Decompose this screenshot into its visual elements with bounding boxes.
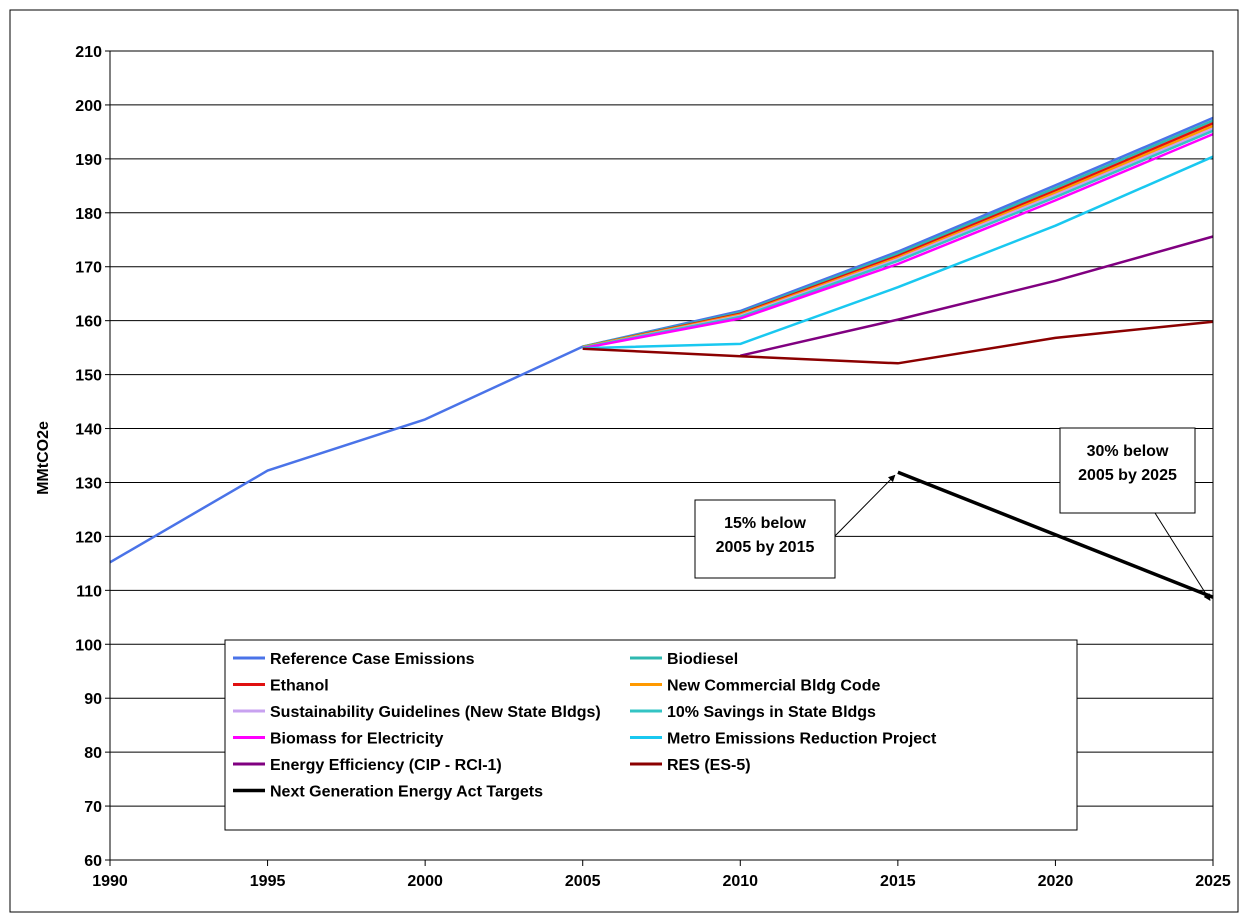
x-tick-label: 1995: [250, 873, 286, 890]
legend-item: Energy Efficiency (CIP - RCI-1): [233, 757, 502, 774]
y-tick-label: 180: [75, 206, 102, 223]
y-tick-label: 210: [75, 44, 102, 61]
plot-series: [109, 116, 1214, 599]
legend-label: Metro Emissions Reduction Project: [667, 731, 937, 748]
y-axis-title: MMtCO2e: [35, 421, 52, 495]
legend-label: RES (ES-5): [667, 757, 751, 774]
y-tick-label: 130: [75, 475, 102, 492]
legend-item: 10% Savings in State Bldgs: [630, 704, 876, 721]
series-line-res-es-5: [582, 320, 1214, 365]
y-tick-label: 120: [75, 529, 102, 546]
annotations: 15% below 2005 by 2015 30% below 2005 by 20…: [694, 427, 1211, 601]
y-tick-label: 160: [75, 314, 102, 331]
annotation-box: [694, 499, 836, 579]
legend-item: Ethanol: [233, 678, 329, 695]
series-line-metro-emissions-reduction-project: [582, 155, 1214, 350]
series-line-energy-efficiency-cip-rci-1: [740, 235, 1214, 357]
legend-item: Biodiesel: [630, 651, 738, 668]
legend-item: Next Generation Energy Act Targets: [233, 784, 543, 801]
legend-label: Next Generation Energy Act Targets: [270, 784, 543, 801]
x-tick-label: 2010: [722, 873, 758, 890]
legend-label: Reference Case Emissions: [270, 651, 475, 668]
y-tick-label: 200: [75, 98, 102, 115]
annotation-text: 2005 by 2025: [1078, 467, 1177, 484]
legend-label: New Commercial Bldg Code: [667, 678, 880, 695]
legend-label: Biomass for Electricity: [270, 731, 444, 748]
legend: Reference Case Emissions Biodiesel Ethanol…: [224, 639, 1078, 831]
annotation-arrow: [1154, 512, 1211, 601]
legend-frame: [224, 639, 1078, 831]
y-tick-label: 100: [75, 637, 102, 654]
annotation-box: [1059, 427, 1196, 514]
legend-box: Reference Case Emissions Biodiesel Ethanol…: [224, 639, 1078, 831]
y-tick-label: 80: [84, 745, 102, 762]
legend-label: 10% Savings in State Bldgs: [667, 704, 876, 721]
x-tick-label: 2025: [1195, 873, 1231, 890]
annotation-text: 30% below: [1087, 443, 1169, 460]
y-tick-label: 60: [84, 853, 102, 870]
y-tick-label: 170: [75, 260, 102, 277]
y-tick-label: 110: [76, 583, 102, 600]
legend-label: Ethanol: [270, 678, 329, 695]
legend-item: Sustainability Guidelines (New State Bld…: [233, 704, 601, 721]
legend-item: Reference Case Emissions: [233, 651, 475, 668]
y-tick-label: 150: [75, 368, 102, 385]
x-tick-label: 2015: [880, 873, 916, 890]
x-tick-label: 1990: [92, 873, 128, 890]
y-tick-label: 90: [84, 691, 102, 708]
axes: 60 70 80 90 100 110 120 130 140 150 160 170 180 190 20…: [75, 44, 1231, 890]
legend-label: Sustainability Guidelines (New State Bld…: [270, 704, 601, 721]
legend-item: New Commercial Bldg Code: [630, 678, 880, 695]
series-line-next-generation-energy-act-targets: [897, 470, 1214, 599]
annotation-callout: 15% below 2005 by 2015: [694, 474, 896, 579]
legend-label: Energy Efficiency (CIP - RCI-1): [270, 757, 502, 774]
annotation-arrow: [834, 474, 896, 537]
legend-item: RES (ES-5): [630, 757, 751, 774]
legend-item: Biomass for Electricity: [233, 731, 444, 748]
series-line-biomass-for-electricity: [582, 132, 1214, 350]
annotation-text: 15% below: [724, 515, 806, 532]
legend-item: Metro Emissions Reduction Project: [630, 731, 937, 748]
plot-area-border: [109, 50, 1214, 861]
y-tick-label: 190: [75, 152, 102, 169]
x-tick-label: 2005: [565, 873, 601, 890]
y-tick-label: 140: [75, 422, 102, 439]
x-tick-label: 2000: [407, 873, 443, 890]
y-tick-label: 70: [84, 799, 102, 816]
annotation-callout: 30% below 2005 by 2025: [1059, 427, 1211, 601]
x-tick-label: 2020: [1038, 873, 1074, 890]
annotation-text: 2005 by 2015: [716, 539, 815, 556]
legend-label: Biodiesel: [667, 651, 738, 668]
